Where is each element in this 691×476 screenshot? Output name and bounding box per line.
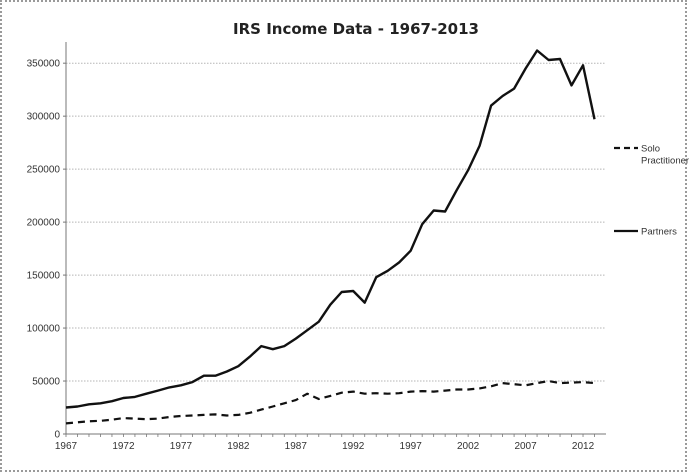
series-lines xyxy=(65,49,596,425)
x-tick-label: 1967 xyxy=(55,441,78,452)
y-tick-label: 50000 xyxy=(32,377,60,388)
axes xyxy=(65,42,606,435)
x-tick-label: 1972 xyxy=(112,441,135,452)
legend-label: Partners xyxy=(641,227,677,238)
gridlines xyxy=(66,62,606,382)
legend-label: Solo Practitioner xyxy=(641,144,689,167)
y-tick-label: 0 xyxy=(54,430,60,441)
y-tick-label: 300000 xyxy=(27,112,61,123)
x-tick-label: 2007 xyxy=(514,441,537,452)
y-axis-ticks: 0 50000 100000 150000 200000 250000 300000 3500… xyxy=(27,59,66,441)
x-tick-label: 2012 xyxy=(572,441,595,452)
y-tick-label: 200000 xyxy=(27,218,61,229)
series-line-solo-practitioner xyxy=(65,379,595,425)
y-tick-label: 350000 xyxy=(27,59,61,70)
legend: Solo Practitioner Partners xyxy=(614,144,689,238)
series-line-partners xyxy=(65,49,596,409)
x-tick-label: 1982 xyxy=(227,441,250,452)
y-tick-label: 100000 xyxy=(27,324,61,335)
y-tick-label: 250000 xyxy=(27,165,61,176)
x-tick-label: 2002 xyxy=(457,441,480,452)
x-axis-ticks: 1967 1972 1977 1982 1987 1992 1997 2002 2007 2012 xyxy=(55,434,595,452)
y-tick-label: 150000 xyxy=(27,271,61,282)
x-tick-label: 1997 xyxy=(400,441,423,452)
chart-title: IRS Income Data - 1967-2013 xyxy=(233,20,479,38)
x-tick-label: 1992 xyxy=(342,441,365,452)
x-tick-label: 1977 xyxy=(170,441,193,452)
x-tick-label: 1987 xyxy=(285,441,308,452)
